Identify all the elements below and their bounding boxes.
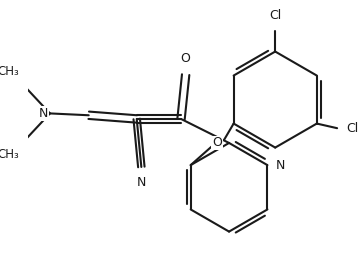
Text: N: N — [39, 107, 48, 120]
Text: Cl: Cl — [269, 9, 281, 22]
Text: O: O — [212, 136, 222, 150]
Text: N: N — [276, 159, 285, 172]
Text: Cl: Cl — [346, 122, 359, 135]
Text: CH₃: CH₃ — [0, 148, 20, 162]
Text: N: N — [136, 176, 146, 189]
Text: O: O — [181, 53, 190, 65]
Text: CH₃: CH₃ — [0, 65, 20, 78]
